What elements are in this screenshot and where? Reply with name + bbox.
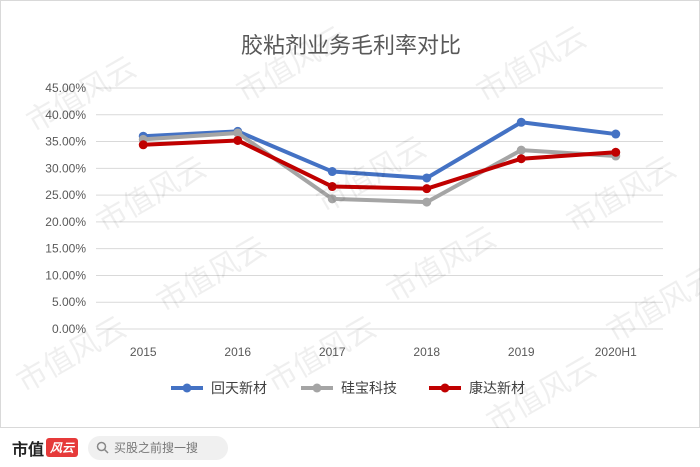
series-3 [138,135,621,194]
y-tick-label: 5.00% [52,295,86,309]
series-line [141,130,618,205]
x-axis-ticks: 2015 2016 2017 2018 2019 2020H1 [130,345,637,359]
data-point [422,184,432,194]
search-input[interactable]: 买股之前搜一搜 [88,435,229,460]
search-icon [96,441,109,454]
data-point [422,197,432,207]
search-placeholder: 买股之前搜一搜 [114,441,199,455]
legend-item: 回天新材 [171,381,267,397]
data-point [611,147,621,157]
data-point [327,182,337,192]
legend-swatch-marker [312,383,322,393]
line-chart: 胶粘剂业务毛利率对比 0.00% 5.00% 10.00% 15.00% 20.00% 2… [45,34,663,397]
x-tick-label: 2020H1 [595,345,637,359]
legend-label: 康达新材 [469,380,525,397]
data-point [611,129,621,139]
y-tick-label: 30.00% [45,161,86,175]
x-tick-label: 2018 [413,345,440,359]
y-tick-label: 45.00% [45,81,86,95]
footer-bar: 市值 风云 买股之前搜一搜 [0,428,700,467]
data-point [233,135,243,145]
x-tick-label: 2017 [319,345,346,359]
y-tick-label: 10.00% [45,268,86,282]
x-tick-label: 2019 [508,345,535,359]
legend-label: 硅宝科技 [341,381,397,397]
legend-item: 康达新材 [429,380,525,397]
y-axis-ticks: 0.00% 5.00% 10.00% 15.00% 20.00% 25.00% 30.00%… [45,81,86,336]
series-line [141,138,618,191]
x-tick-label: 2016 [224,345,251,359]
y-tick-label: 35.00% [45,135,86,149]
gridlines [96,87,663,330]
data-point [138,140,148,150]
chart-title: 胶粘剂业务毛利率对比 [241,34,461,59]
brand-text: 市值 [12,439,45,459]
y-tick-label: 20.00% [45,215,86,229]
data-point [327,167,337,177]
data-point [233,128,243,138]
y-tick-label: 25.00% [45,188,86,202]
data-point [422,173,432,183]
series-lines [138,117,621,207]
x-tick-label: 2015 [130,345,157,359]
data-point [327,194,337,204]
data-point [516,145,526,155]
chart-card: 胶粘剂业务毛利率对比 0.00% 5.00% 10.00% 15.00% 20.00% 2… [0,0,700,428]
legend: 回天新材 硅宝科技 康达新材 [171,380,525,397]
legend-swatch-marker [182,383,192,393]
brand-logo[interactable]: 市值 风云 [12,436,79,460]
y-tick-label: 40.00% [45,108,86,122]
data-point [516,154,526,164]
y-tick-label: 15.00% [45,242,86,256]
y-tick-label: 0.00% [52,322,86,336]
legend-item: 硅宝科技 [301,381,397,397]
legend-swatch-marker [440,383,450,393]
legend-label: 回天新材 [211,381,267,397]
brand-badge: 风云 [46,438,79,457]
data-point [516,117,526,127]
